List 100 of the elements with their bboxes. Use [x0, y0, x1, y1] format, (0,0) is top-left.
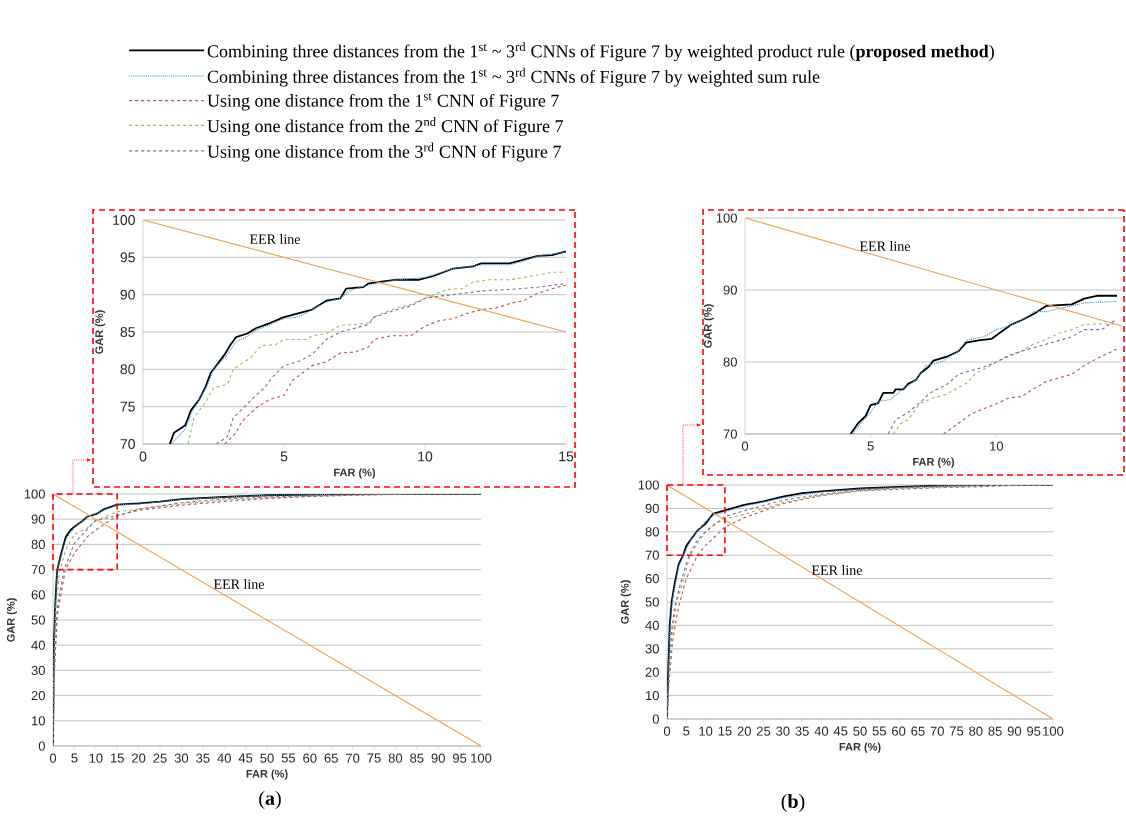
x-tick-label: 40: [814, 726, 829, 736]
annotation: EER line: [213, 579, 264, 589]
y-tick-label: 80: [723, 357, 737, 367]
x-axis-title: FAR (%): [246, 769, 288, 780]
x-tick-label: 20: [132, 753, 146, 763]
legend-label: Using one distance from the 3$^{rd}$ CNN of Figure 7: [207, 142, 561, 162]
x-tick-label: 50: [853, 726, 867, 736]
x-tick-label: 60: [892, 726, 906, 736]
y-tick-label: 40: [645, 620, 659, 630]
y-tick-label: 20: [645, 667, 659, 677]
x-tick-label: 15: [559, 451, 574, 462]
x-tick-label: 35: [196, 753, 210, 763]
x-tick-label: 50: [260, 753, 274, 763]
x-tick-label: 80: [388, 753, 403, 763]
x-tick-label: 45: [833, 726, 848, 736]
x-tick-label: 15: [110, 753, 124, 763]
x-axis-title: FAR (%): [913, 457, 955, 468]
y-tick-label: 95: [120, 252, 135, 263]
x-tick-label: 85: [988, 726, 1002, 736]
x-tick-label: 0: [49, 753, 57, 763]
y-tick-label: 75: [120, 401, 135, 412]
line-series: [943, 348, 1118, 434]
y-tick-label: 10: [32, 716, 45, 726]
x-tick-label: 70: [346, 753, 360, 763]
y-tick-label: 70: [31, 564, 45, 575]
x-tick-label: 55: [281, 753, 296, 763]
y-tick-label: 50: [645, 597, 659, 607]
x-tick-label: 0: [663, 726, 671, 736]
x-tick-label: 20: [737, 726, 751, 736]
x-tick-label: 35: [795, 726, 809, 736]
text: (b): [781, 793, 805, 813]
x-tick-label: 75: [949, 726, 964, 736]
x-tick-label: 55: [872, 726, 886, 736]
x-axis-title: FAR (%): [839, 742, 881, 753]
x-tick-label: 70: [930, 726, 944, 736]
x-tick-label: 10: [699, 726, 713, 736]
y-tick-label: 85: [120, 327, 135, 337]
x-tick-label: 65: [324, 753, 338, 763]
x-tick-label: 90: [1007, 726, 1022, 736]
x-tick-label: 90: [431, 753, 445, 763]
y-tick-label: 30: [645, 644, 659, 654]
x-tick-label: 45: [238, 753, 253, 763]
y-tick-label: 0: [38, 741, 45, 751]
y-tick-label: 100: [716, 213, 737, 223]
y-axis-title: GAR (%): [620, 580, 631, 624]
x-tick-label: 25: [756, 726, 771, 736]
y-tick-label: 50: [31, 615, 45, 625]
x-tick-label: 95: [1027, 726, 1041, 736]
y-axis-title: GAR (%): [6, 598, 17, 642]
x-tick-label: 5: [867, 441, 874, 451]
y-tick-label: 100: [113, 215, 135, 225]
x-tick-label: 10: [990, 441, 1004, 451]
x-tick-label: 15: [718, 726, 732, 736]
legend-label: Combining three distances from the 1$^{st}$ ~ 3$^{rd}$ CNNs of Figure 7 by weighted sum rule: [207, 67, 820, 87]
legend-label: Using one distance from the 2$^{nd}$ CNN of Figure 7: [207, 117, 564, 136]
annotation: EER line: [249, 234, 300, 244]
y-tick-label: 80: [645, 527, 659, 537]
y-tick-label: 90: [723, 285, 737, 295]
y-axis-title: GAR (%): [703, 304, 714, 348]
x-tick-label: 60: [303, 753, 317, 763]
x-tick-label: 25: [153, 753, 167, 763]
y-axis-title: GAR (%): [95, 310, 106, 354]
x-tick-label: 5: [71, 753, 78, 763]
x-tick-label: 65: [911, 726, 925, 736]
y-tick-label: 90: [645, 503, 659, 513]
y-tick-label: 10: [646, 690, 659, 701]
x-tick-label: 0: [139, 451, 147, 462]
x-tick-label: 30: [174, 753, 189, 763]
x-axis-title: FAR (%): [334, 468, 376, 479]
y-tick-label: 0: [652, 714, 659, 724]
x-tick-label: 10: [89, 753, 103, 763]
y-tick-label: 60: [645, 573, 659, 584]
y-tick-label: 90: [31, 514, 45, 524]
x-tick-label: 80: [969, 726, 983, 736]
annotation: EER line: [811, 565, 862, 575]
y-tick-label: 40: [31, 640, 45, 650]
y-tick-label: 70: [645, 550, 659, 560]
text: (a): [259, 790, 281, 810]
x-tick-label: 10: [418, 451, 433, 462]
legend-label: Combining three distances from the 1$^{st}$ ~ 3$^{rd}$ CNNs of Figure 7 by weighted product rule (proposed method): [207, 42, 994, 62]
x-tick-label: 5: [683, 726, 690, 736]
y-tick-label: 100: [24, 489, 45, 499]
legend-label: Using one distance from the 1$^{st}$ CNN of Figure 7: [207, 93, 559, 111]
x-tick-label: 40: [217, 753, 231, 763]
y-tick-label: 20: [31, 690, 45, 701]
x-tick-label: 30: [776, 726, 790, 736]
x-tick-label: 75: [367, 753, 381, 763]
x-tick-label: 100: [1043, 726, 1064, 736]
x-tick-label: 85: [410, 753, 424, 763]
x-tick-label: 95: [452, 753, 467, 763]
x-tick-label: 100: [471, 753, 492, 763]
y-tick-label: 60: [31, 590, 45, 600]
y-tick-label: 90: [120, 289, 135, 300]
y-tick-label: 80: [31, 539, 45, 549]
y-tick-label: 70: [723, 429, 737, 439]
x-tick-label: 0: [741, 441, 749, 451]
y-tick-label: 80: [120, 364, 135, 375]
x-tick-label: 5: [280, 451, 288, 462]
y-tick-label: 100: [638, 480, 659, 490]
y-tick-label: 30: [31, 665, 45, 675]
